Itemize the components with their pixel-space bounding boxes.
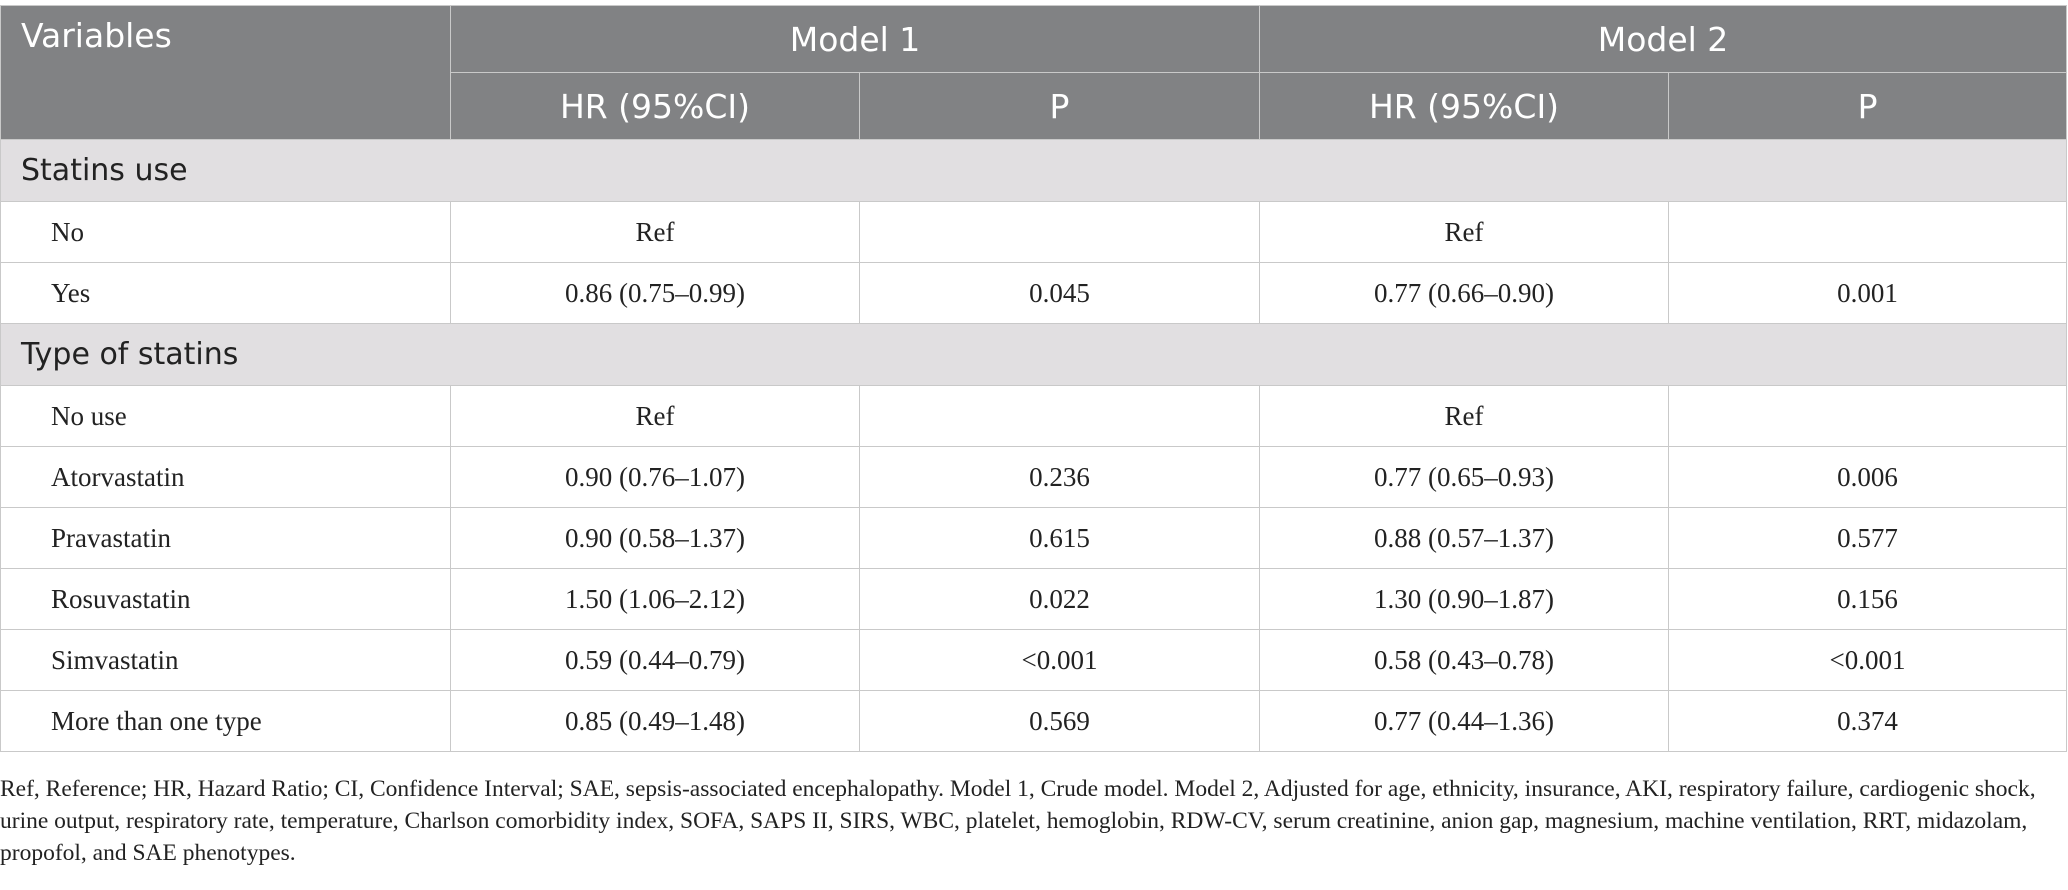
m1-hr-cell: 0.90 (0.76–1.07)	[450, 446, 860, 508]
m2-p-cell	[1668, 385, 2068, 447]
m2-hr-cell: 0.88 (0.57–1.37)	[1259, 507, 1670, 569]
m2-p-cell: 0.001	[1668, 262, 2068, 324]
row-label: Simvastatin	[0, 629, 451, 691]
section-title: Type of statins	[0, 323, 2068, 386]
row-label: No	[0, 201, 451, 263]
m2-hr-cell: 0.58 (0.43–0.78)	[1259, 629, 1670, 691]
m1-hr-cell: Ref	[450, 201, 860, 263]
m2-hr-cell: 0.77 (0.66–0.90)	[1259, 262, 1670, 324]
table-row: Pravastatin 0.90 (0.58–1.37) 0.615 0.88 …	[0, 507, 2068, 569]
results-table: Variables Model 1 Model 2 HR (95%CI) P H…	[0, 5, 2068, 752]
table-row: No Ref Ref	[0, 201, 2068, 263]
m2-hr-cell: 1.30 (0.90–1.87)	[1259, 568, 1670, 630]
m1-hr-cell: 0.85 (0.49–1.48)	[450, 690, 860, 752]
m1-hr-cell: 0.59 (0.44–0.79)	[450, 629, 860, 691]
header-row-2: HR (95%CI) P HR (95%CI) P	[1, 72, 2068, 140]
m1-p-cell	[858, 201, 1261, 263]
m2-p-cell: 0.577	[1668, 507, 2068, 569]
row-label: More than one type	[0, 690, 451, 752]
section-title: Statins use	[0, 139, 2068, 202]
m1-p-cell: <0.001	[858, 629, 1261, 691]
section-statins-use: Statins use	[0, 139, 2068, 202]
row-label: Yes	[0, 262, 451, 324]
m2-p-cell: <0.001	[1668, 629, 2068, 691]
m2-hr-cell: 0.77 (0.65–0.93)	[1259, 446, 1670, 508]
m2-p-cell	[1668, 201, 2068, 263]
header-m1-hr: HR (95%CI)	[450, 72, 860, 140]
m1-hr-cell: 1.50 (1.06–2.12)	[450, 568, 860, 630]
row-label: Atorvastatin	[0, 446, 451, 508]
m1-p-cell	[858, 385, 1261, 447]
m1-hr-cell: 0.90 (0.58–1.37)	[450, 507, 860, 569]
header-row-1: Variables Model 1 Model 2	[0, 5, 2068, 140]
row-label: Rosuvastatin	[0, 568, 451, 630]
header-m2-hr: HR (95%CI)	[1259, 72, 1670, 140]
row-label: No use	[0, 385, 451, 447]
section-type-of-statins: Type of statins	[0, 323, 2068, 386]
m1-p-cell: 0.022	[858, 568, 1261, 630]
m1-p-cell: 0.236	[858, 446, 1261, 508]
table-row: No use Ref Ref	[0, 385, 2068, 447]
header-m2-p: P	[1668, 72, 2068, 140]
m1-p-cell: 0.569	[858, 690, 1261, 752]
header-m1-p: P	[858, 72, 1261, 140]
m2-hr-cell: 0.77 (0.44–1.36)	[1259, 690, 1670, 752]
header-model-1: Model 1	[449, 5, 1261, 73]
m2-hr-cell: Ref	[1259, 385, 1670, 447]
table-footnote: Ref, Reference; HR, Hazard Ratio; CI, Co…	[0, 776, 2036, 866]
table-row: Simvastatin 0.59 (0.44–0.79) <0.001 0.58…	[0, 629, 2068, 691]
m2-p-cell: 0.156	[1668, 568, 2068, 630]
m1-p-cell: 0.045	[858, 262, 1261, 324]
table-row: Atorvastatin 0.90 (0.76–1.07) 0.236 0.77…	[0, 446, 2068, 508]
table-row: More than one type 0.85 (0.49–1.48) 0.56…	[0, 690, 2068, 752]
row-label: Pravastatin	[0, 507, 451, 569]
m2-p-cell: 0.006	[1668, 446, 2068, 508]
table-row: Rosuvastatin 1.50 (1.06–2.12) 0.022 1.30…	[0, 568, 2068, 630]
header-model-2: Model 2	[1259, 5, 2068, 73]
m1-hr-cell: 0.86 (0.75–0.99)	[450, 262, 860, 324]
table-row: Yes 0.86 (0.75–0.99) 0.045 0.77 (0.66–0.…	[0, 262, 2068, 324]
m2-hr-cell: Ref	[1259, 201, 1670, 263]
m2-p-cell: 0.374	[1668, 690, 2068, 752]
header-variables: Variables	[0, 5, 451, 140]
m1-p-cell: 0.615	[858, 507, 1261, 569]
m1-hr-cell: Ref	[450, 385, 860, 447]
